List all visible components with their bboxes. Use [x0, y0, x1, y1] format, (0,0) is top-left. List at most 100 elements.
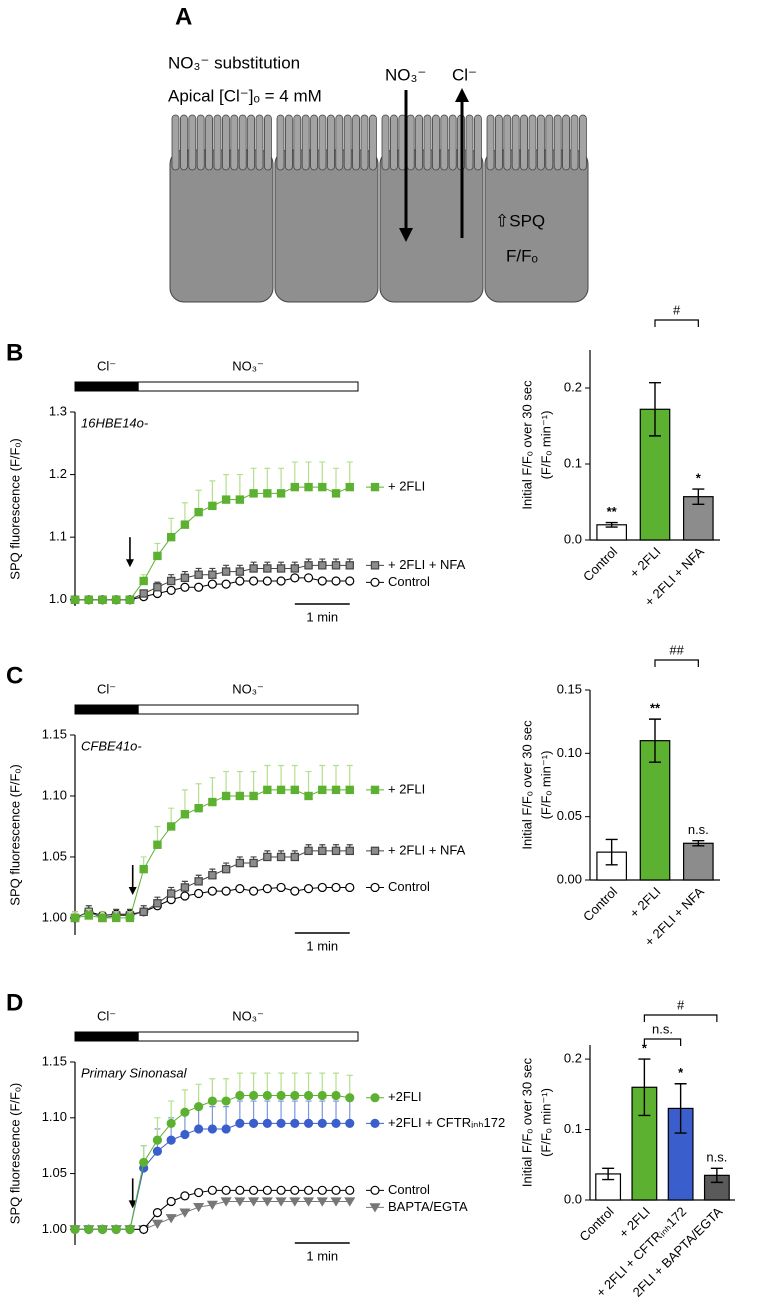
microvillus: [368, 114, 377, 171]
marker: [290, 1118, 300, 1128]
marker: [248, 1197, 260, 1207]
marker: [345, 785, 354, 795]
marker: [180, 1191, 190, 1201]
marker: [166, 1196, 176, 1207]
error-bar: [605, 521, 618, 528]
marker: [318, 785, 327, 795]
microvillus: [406, 114, 415, 171]
microvillus: [448, 114, 457, 171]
marker: [139, 576, 148, 586]
marker: [290, 573, 300, 583]
marker: [290, 852, 300, 862]
marker: [84, 1224, 94, 1234]
x-tick-label: + 2FLI: [627, 884, 664, 921]
marker: [180, 883, 190, 892]
marker: [151, 1219, 163, 1229]
marker: [302, 1197, 315, 1207]
legend-label: +2FLI: [388, 1089, 422, 1104]
y-tick-label: 0.10: [557, 745, 582, 760]
y-tick-label: 0.15: [557, 681, 582, 696]
marker: [262, 576, 272, 586]
y-axis-label: SPQ fluorescence (F/Fₒ): [7, 438, 22, 579]
y-tick-label: 1.00: [42, 1221, 67, 1236]
marker: [221, 886, 231, 896]
legend-label: + 2FLI: [388, 479, 425, 494]
marker: [139, 1157, 149, 1168]
microvillus: [473, 114, 482, 171]
marker: [193, 1202, 205, 1213]
marker: [180, 1129, 190, 1140]
marker: [318, 482, 327, 492]
y-tick-label: 1.15: [42, 1053, 67, 1068]
marker: [345, 482, 354, 492]
cell: [484, 149, 589, 303]
microvillus: [494, 114, 503, 171]
marker: [139, 1224, 149, 1234]
legend-marker: [369, 1203, 381, 1213]
y-tick-label: 1.15: [42, 726, 67, 741]
condition-text: Apical [Cl⁻]ₒ = 4 mM: [168, 86, 322, 105]
comparison-label: #: [673, 302, 681, 317]
marker: [248, 576, 259, 586]
microvillus: [255, 114, 264, 171]
solution-bar: [137, 1031, 359, 1042]
solution-label: NO₃⁻: [232, 681, 264, 696]
marker: [84, 595, 93, 604]
marker: [262, 884, 272, 894]
marker: [249, 791, 258, 801]
microvillus: [326, 114, 335, 171]
solution-label: Cl⁻: [97, 681, 116, 696]
microvillus: [276, 114, 285, 171]
marker: [166, 822, 176, 831]
microvillus: [465, 114, 474, 171]
marker: [98, 595, 107, 604]
marker: [303, 1118, 314, 1128]
marker: [276, 852, 286, 862]
microvillus: [301, 114, 310, 171]
y-tick-label: 0.05: [557, 808, 582, 823]
error-bar: [638, 1058, 651, 1117]
microvillus: [423, 114, 432, 171]
legend-marker: [370, 1118, 380, 1128]
significance-marker: n.s.: [706, 1150, 727, 1165]
marker: [194, 507, 203, 517]
marker: [180, 1107, 190, 1117]
comparison-bracket: [654, 659, 699, 667]
marker: [331, 1185, 341, 1195]
marker: [345, 882, 355, 893]
microvillus: [171, 114, 180, 171]
solution-bar: [74, 1031, 139, 1042]
microvillus: [511, 114, 520, 171]
marker: [345, 561, 354, 570]
marker: [139, 907, 148, 917]
x-tick-label: Control: [576, 1204, 616, 1244]
microvillus: [545, 114, 554, 171]
y-tick-label: 1.1: [49, 529, 67, 544]
marker: [220, 1197, 232, 1207]
cell-line-label: CFBE41o-: [81, 738, 142, 753]
error-bar: [649, 718, 661, 763]
marker: [221, 864, 231, 874]
y-tick-label: 1.05: [42, 1165, 67, 1180]
marker: [263, 852, 272, 862]
significance-marker: *: [678, 1065, 684, 1080]
microvillus: [230, 114, 239, 171]
marker: [331, 846, 341, 856]
microvillus: [263, 114, 272, 171]
solution-bar: [74, 381, 139, 392]
comparison-bracket: [643, 1038, 682, 1046]
microvillus: [562, 114, 570, 171]
comparison-bracket: [654, 319, 699, 327]
marker: [316, 1197, 328, 1207]
marker: [84, 911, 93, 920]
marker: [235, 1090, 245, 1101]
marker: [207, 1185, 217, 1195]
microvillus: [537, 114, 545, 171]
y-tick-label: 0.2: [564, 379, 582, 394]
y-axis-label: (F/Fₒ min⁻¹): [538, 751, 553, 820]
marker: [303, 884, 314, 894]
marker: [180, 573, 190, 583]
y-tick-label: 0.0: [564, 531, 582, 546]
marker: [330, 1197, 342, 1207]
